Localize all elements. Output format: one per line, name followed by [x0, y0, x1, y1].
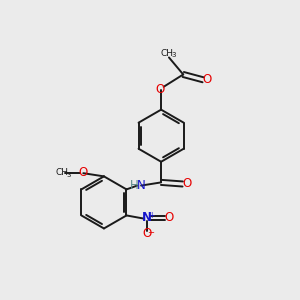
Text: +: + [148, 211, 154, 220]
Text: 3: 3 [66, 172, 71, 178]
Text: O: O [164, 212, 173, 224]
Text: N: N [142, 212, 152, 224]
Text: 3: 3 [172, 52, 176, 58]
Text: O: O [155, 82, 165, 95]
Text: CH: CH [56, 168, 69, 177]
Text: O: O [142, 227, 152, 240]
Text: H: H [130, 179, 139, 192]
Text: O: O [182, 178, 191, 190]
Text: O: O [203, 73, 212, 86]
Text: CH: CH [161, 49, 174, 58]
Text: O: O [79, 167, 88, 179]
Text: −: − [148, 228, 154, 237]
Text: N: N [137, 179, 146, 192]
